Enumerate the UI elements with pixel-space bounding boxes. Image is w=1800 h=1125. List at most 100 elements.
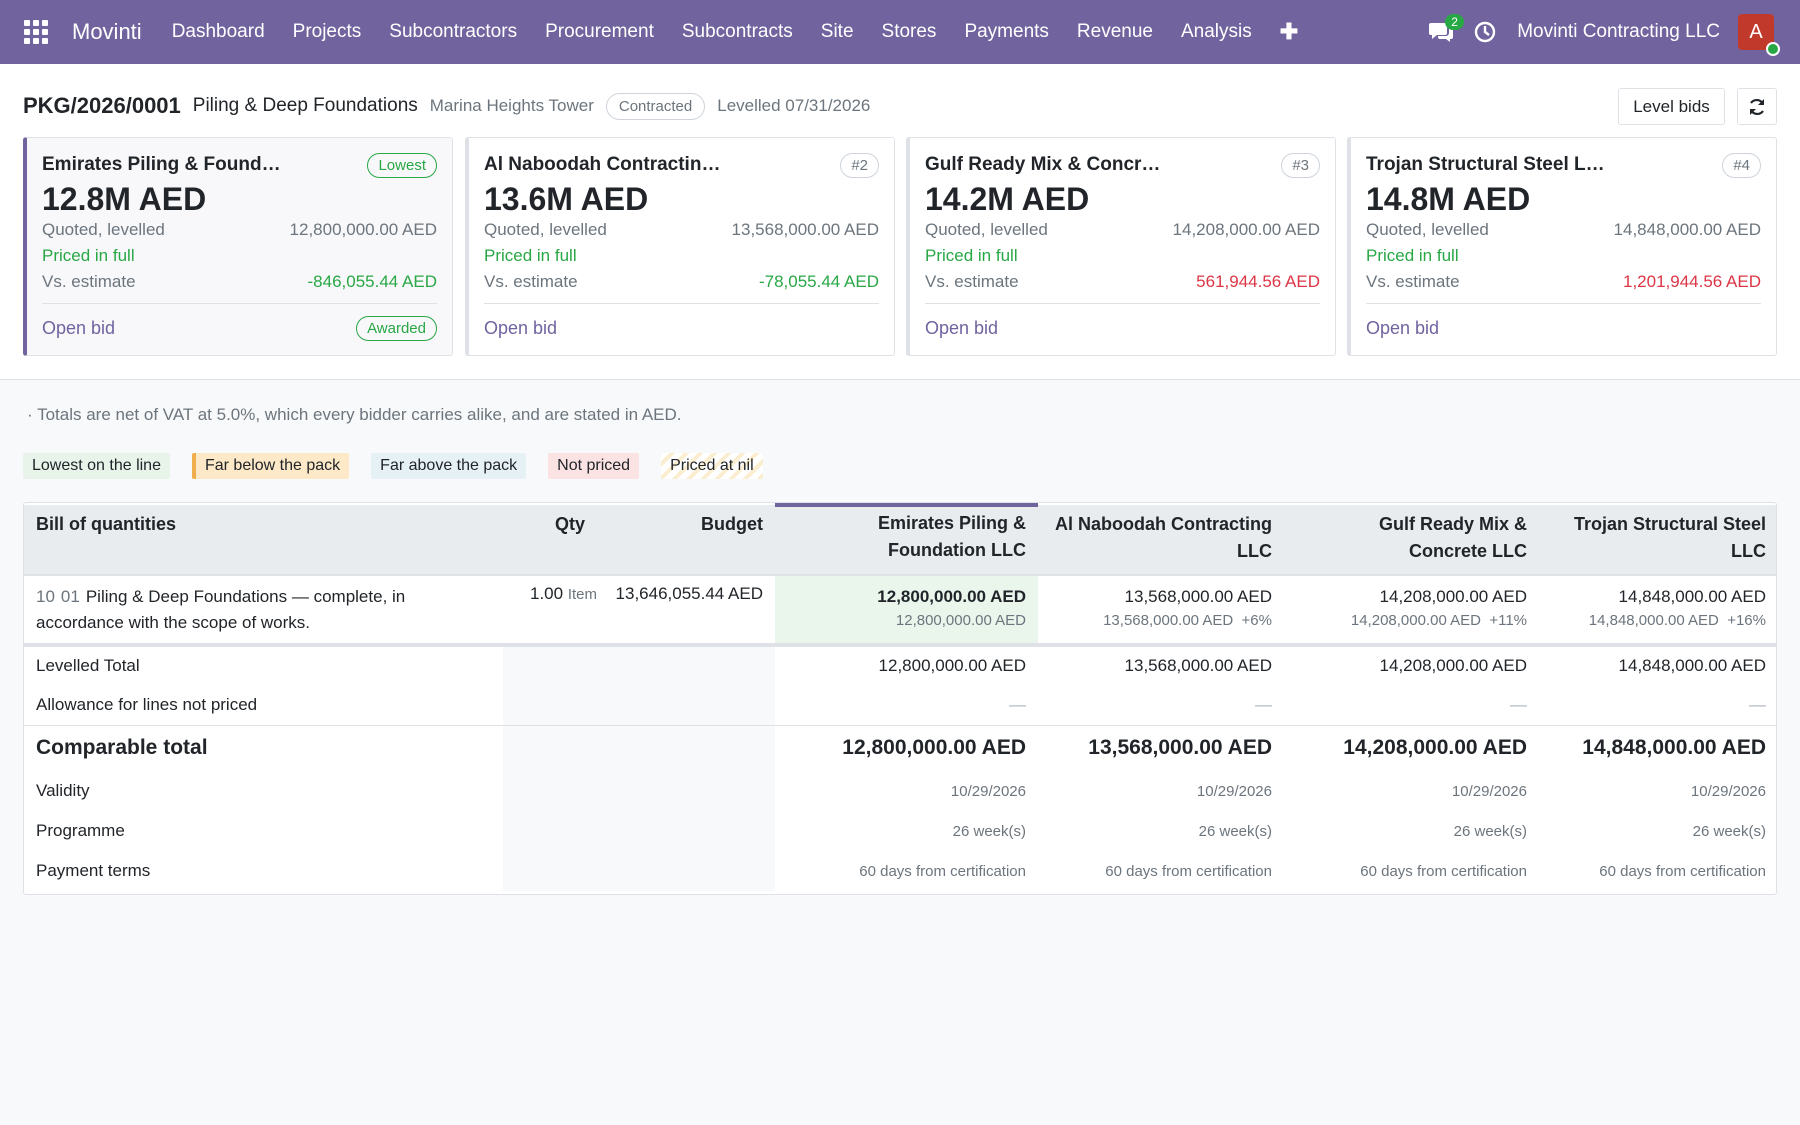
bid-sub-amount: 14,208,000.00 AED — [1350, 612, 1481, 629]
payment-terms-value: 60 days from certification — [1360, 862, 1527, 880]
menu-item-procurement[interactable]: Procurement — [545, 21, 654, 42]
bidder-name: Al Naboodah Contractin… — [484, 154, 721, 175]
user-avatar[interactable]: A — [1738, 14, 1780, 56]
avatar-letter: A — [1749, 20, 1763, 43]
menu-add-icon[interactable]: ✚ — [1279, 19, 1299, 44]
programme-value: 26 week(s) — [952, 822, 1026, 840]
refresh-icon — [1750, 98, 1764, 115]
payment-terms-value: 60 days from certification — [859, 862, 1026, 880]
boq-line-desc: 10 01 Piling & Deep Foundations — complete… — [24, 575, 503, 647]
pricing-status: Priced in full — [1366, 246, 1459, 265]
quoted-label: Quoted, levelled — [42, 220, 165, 239]
open-bid-link[interactable]: Open bid — [484, 318, 558, 338]
bid-amount: 14,848,000.00 AED — [1618, 587, 1766, 606]
chat-count-badge: 2 — [1445, 14, 1464, 30]
col-boq: Bill of quantities — [24, 505, 503, 576]
row-label: Comparable total — [24, 724, 503, 771]
project-name: Marina Heights Tower — [429, 96, 594, 115]
presence-dot-icon — [1766, 42, 1780, 56]
legend-not-priced: Not priced — [548, 453, 640, 479]
line-budget: 13,646,055.44 AED — [597, 575, 775, 647]
bid-amount: 14,208,000.00 AED — [1379, 587, 1527, 606]
company-switcher[interactable]: Movinti Contracting LLC — [1517, 21, 1720, 42]
pricing-status: Priced in full — [925, 246, 1018, 265]
col-bidder[interactable]: Trojan Structural Steel LLC — [1539, 505, 1776, 576]
quoted-label: Quoted, levelled — [1366, 220, 1489, 239]
levelled-total-value: 12,800,000.00 AED — [878, 656, 1026, 675]
levelled-total-value: 13,568,000.00 AED — [1124, 656, 1272, 675]
spacer-cell — [503, 811, 775, 851]
row-label: Allowance for lines not priced — [36, 694, 258, 714]
legend: Lowest on the line Far below the pack Fa… — [23, 453, 785, 479]
table-header-row: Bill of quantities Qty Budget Emirates P… — [24, 503, 1776, 576]
col-qty: Qty — [503, 505, 597, 576]
rank-badge: #4 — [1722, 152, 1761, 178]
spacer-cell — [503, 771, 775, 811]
rank-badge: Lowest — [367, 152, 437, 178]
validity-row: Validity 10/29/2026 10/29/2026 10/29/202… — [24, 771, 1776, 811]
state-badge: Contracted — [605, 92, 706, 120]
line-section: 10 — [36, 587, 55, 606]
rank-badge: #2 — [840, 152, 879, 178]
apps-grid-icon[interactable] — [0, 0, 72, 64]
bid-amount: 13.6M AED — [484, 181, 649, 217]
menu-item-dashboard[interactable]: Dashboard — [171, 21, 265, 42]
bid-delta: +11% — [1489, 612, 1527, 629]
menu-item-subcontracts[interactable]: Subcontracts — [681, 21, 793, 42]
bid-cell[interactable]: 14,208,000.00 AED 14,208,000.00 AED +11% — [1284, 575, 1539, 647]
allowance-value: — — [1510, 694, 1527, 714]
package-name: Piling & Deep Foundations — [192, 95, 418, 116]
quoted-label: Quoted, levelled — [925, 220, 1048, 239]
menu-item-payments[interactable]: Payments — [964, 21, 1049, 42]
awarded-badge: Awarded — [356, 316, 437, 341]
open-bid-link[interactable]: Open bid — [1366, 318, 1440, 338]
bid-card: Al Naboodah Contractin… #2 13.6M AED Quo… — [465, 137, 895, 356]
menu-item-stores[interactable]: Stores — [881, 21, 937, 42]
line-code: 01 — [60, 587, 80, 606]
allowance-row: Allowance for lines not priced — — — — — [24, 685, 1776, 725]
app-brand[interactable]: Movinti — [72, 19, 142, 44]
menu-item-analysis[interactable]: Analysis — [1180, 21, 1252, 42]
bid-cell[interactable]: 14,848,000.00 AED 14,848,000.00 AED +16% — [1539, 575, 1776, 647]
menu-item-site[interactable]: Site — [820, 21, 854, 42]
col-bidder[interactable]: Gulf Ready Mix & Concrete LLC — [1284, 505, 1539, 576]
activity-clock-icon[interactable] — [1461, 0, 1509, 64]
rank-badge: #3 — [1281, 152, 1320, 178]
pricing-status: Priced in full — [484, 246, 577, 265]
open-bid-link[interactable]: Open bid — [925, 318, 999, 338]
validity-value: 10/29/2026 — [1451, 782, 1527, 800]
open-bid-link[interactable]: Open bid — [42, 318, 116, 338]
menu-item-revenue[interactable]: Revenue — [1076, 21, 1153, 42]
bid-amount: 13,568,000.00 AED — [1124, 587, 1272, 606]
col-bidder[interactable]: Emirates Piling & Foundation LLC — [775, 503, 1038, 576]
bid-amount: 14.8M AED — [1366, 181, 1531, 217]
levelled-total-value: 14,208,000.00 AED — [1379, 656, 1527, 675]
refresh-button[interactable] — [1737, 88, 1777, 125]
bidder-name: Trojan Structural Steel L… — [1366, 154, 1605, 175]
chat-icon[interactable]: 2 — [1421, 0, 1464, 64]
validity-value: 10/29/2026 — [1196, 782, 1272, 800]
levelled-total-value: 14,848,000.00 AED — [1618, 656, 1766, 675]
vs-estimate-value: 561,944.56 AED — [1196, 272, 1320, 291]
col-bidder[interactable]: Al Naboodah Contracting LLC — [1038, 505, 1284, 576]
vs-estimate-value: 1,201,944.56 AED — [1622, 272, 1761, 291]
line-qty: 1.00 — [529, 584, 564, 603]
vs-estimate-label: Vs. estimate — [1366, 272, 1460, 291]
menu-item-projects[interactable]: Projects — [292, 21, 362, 42]
bid-card: Emirates Piling & Found… Lowest 12.8M AE… — [23, 137, 453, 356]
bid-delta: +6% — [1241, 612, 1272, 629]
main-menu: Dashboard Projects Subcontractors Procur… — [158, 0, 1312, 64]
pricing-status: Priced in full — [42, 246, 135, 265]
programme-row: Programme 26 week(s) 26 week(s) 26 week(… — [24, 811, 1776, 851]
spacer-cell — [503, 685, 775, 725]
bid-cell[interactable]: 12,800,000.00 AED 12,800,000.00 AED — [775, 575, 1038, 647]
vs-estimate-label: Vs. estimate — [484, 272, 578, 291]
bid-cell[interactable]: 13,568,000.00 AED 13,568,000.00 AED +6% — [1038, 575, 1284, 647]
menu-item-subcontractors[interactable]: Subcontractors — [389, 21, 518, 42]
bid-sub-amount: 13,568,000.00 AED — [1103, 612, 1234, 629]
levelled-date: Levelled 07/31/2026 — [717, 96, 871, 115]
col-budget: Budget — [597, 505, 775, 576]
level-bids-button[interactable]: Level bids — [1618, 88, 1725, 125]
quoted-label: Quoted, levelled — [484, 220, 607, 239]
payment-terms-row: Payment terms 60 days from certification… — [24, 851, 1776, 891]
